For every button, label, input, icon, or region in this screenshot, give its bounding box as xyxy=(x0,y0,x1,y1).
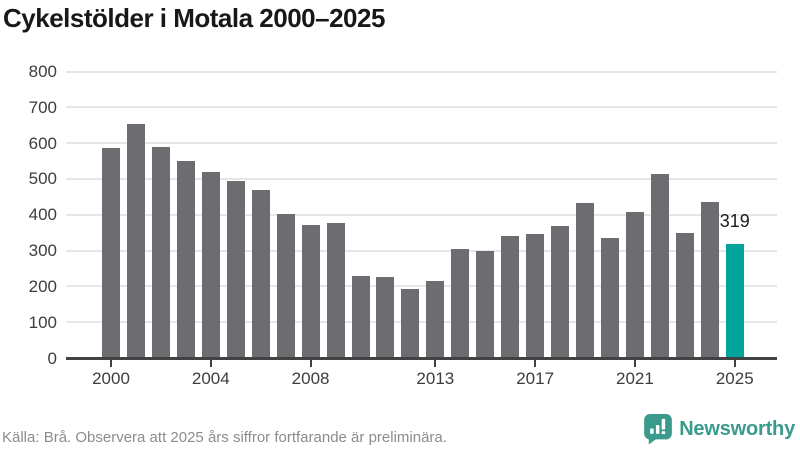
gridline-200 xyxy=(66,285,777,288)
y-axis-label: 100 xyxy=(28,312,57,332)
bar-2025 xyxy=(725,243,744,358)
bar-value-label: 319 xyxy=(719,210,750,231)
newsworthy-logo-icon xyxy=(644,414,673,444)
bar-2018 xyxy=(551,226,570,358)
bar-2021 xyxy=(625,211,644,358)
y-axis-label: 200 xyxy=(28,276,57,296)
bar-2020 xyxy=(601,237,619,358)
y-axis-label: 500 xyxy=(28,169,57,189)
bar-2014 xyxy=(451,249,470,358)
x-axis-tick xyxy=(434,359,437,367)
gridline-400 xyxy=(66,213,777,216)
x-axis-label: 2008 xyxy=(291,369,330,388)
x-axis-tick xyxy=(633,359,636,367)
bar-2004 xyxy=(201,172,220,358)
y-axis-label: 600 xyxy=(28,133,57,153)
x-axis-label: 2013 xyxy=(416,369,455,388)
gridline-300 xyxy=(66,249,777,252)
x-axis-tick xyxy=(733,359,736,367)
bar-2022 xyxy=(650,173,669,358)
x-axis-tick xyxy=(209,359,212,367)
bar-2013 xyxy=(426,280,445,358)
y-axis-label: 400 xyxy=(28,205,57,225)
bar-2012 xyxy=(401,289,420,358)
newsworthy-logo: Newsworthy xyxy=(644,414,795,444)
bar-2016 xyxy=(501,235,520,358)
x-axis-line xyxy=(66,356,777,360)
bar-2010 xyxy=(351,275,370,358)
bar-2001 xyxy=(126,123,145,358)
bar-2015 xyxy=(476,251,495,358)
chart-title: Cykelstölder i Motala 2000–2025 xyxy=(3,3,385,33)
x-axis-tick xyxy=(110,359,112,367)
bar-2019 xyxy=(576,202,595,358)
y-axis-label: 300 xyxy=(28,241,57,261)
bar-2011 xyxy=(376,277,395,358)
gridline-600 xyxy=(66,142,777,145)
gridline-500 xyxy=(66,177,777,180)
x-axis-tick xyxy=(534,359,537,367)
x-axis-label: 2021 xyxy=(616,369,654,388)
source-note: Källa: Brå. Observera att 2025 års siffr… xyxy=(2,429,447,446)
bar-2017 xyxy=(526,234,545,358)
gridline-100 xyxy=(66,321,777,324)
bar-2007 xyxy=(276,214,295,358)
bar-2008 xyxy=(301,225,320,358)
y-axis-label: 800 xyxy=(28,62,57,81)
y-axis-label: 0 xyxy=(47,348,57,368)
bar-2000 xyxy=(102,148,120,358)
bar-2006 xyxy=(251,189,270,358)
bar-2005 xyxy=(226,180,245,358)
bar-2023 xyxy=(675,233,694,358)
x-axis-label: 2017 xyxy=(516,369,555,388)
bar-2009 xyxy=(326,223,345,358)
x-axis-tick xyxy=(309,359,312,367)
bar-2003 xyxy=(176,161,195,358)
gridline-700 xyxy=(66,106,777,109)
bar-2002 xyxy=(151,146,170,358)
y-axis-label: 700 xyxy=(28,97,57,117)
x-axis-label: 2004 xyxy=(191,369,230,388)
bar-2024 xyxy=(700,201,719,358)
gridline-800 xyxy=(66,70,777,73)
x-axis-label: 2000 xyxy=(92,369,130,388)
newsworthy-logo-text: Newsworthy xyxy=(679,417,795,440)
x-axis-label: 2025 xyxy=(715,369,754,388)
